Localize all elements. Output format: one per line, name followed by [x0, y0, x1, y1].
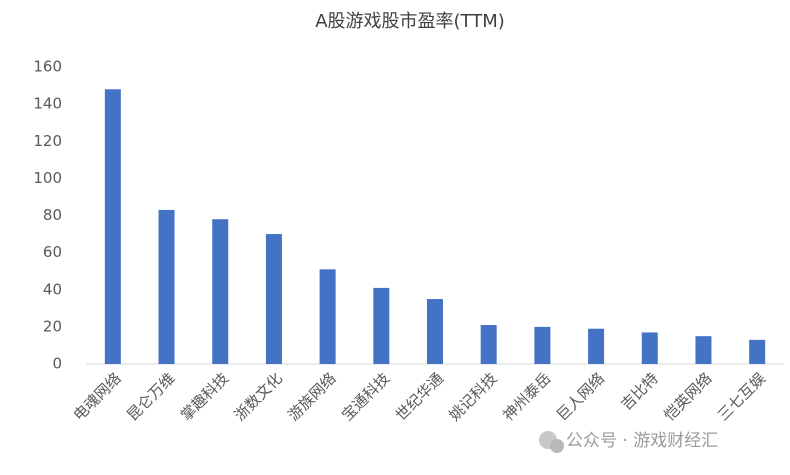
bar	[695, 336, 712, 364]
bar	[534, 326, 551, 364]
x-tick-label: 宝通科技	[338, 369, 393, 424]
y-tick-label: 80	[43, 206, 62, 224]
x-tick-label: 游族网络	[284, 369, 339, 424]
bar	[158, 209, 175, 364]
bar	[104, 89, 121, 365]
y-tick-label: 0	[52, 355, 62, 373]
bar	[749, 339, 766, 364]
y-tick-label: 60	[43, 243, 62, 261]
y-tick-label: 100	[33, 169, 62, 187]
x-tick-label: 浙数文化	[231, 369, 286, 424]
x-tick-label: 巨人网络	[553, 369, 608, 424]
x-tick-label: 电魂网络	[70, 369, 125, 424]
x-tick-label: 神州泰岳	[499, 369, 554, 424]
x-tick-label: 恺英网络	[660, 369, 715, 424]
x-tick-label: 吉比特	[617, 369, 662, 414]
watermark-icon	[539, 431, 564, 453]
y-tick-label: 160	[33, 58, 62, 76]
bar	[373, 287, 390, 364]
bar	[319, 269, 336, 364]
y-tick-label: 120	[33, 132, 62, 150]
y-tick-label: 40	[43, 280, 62, 298]
bar	[480, 325, 497, 364]
chart-title: A股游戏股市盈率(TTM)	[315, 11, 505, 32]
x-tick-label: 三七互娱	[714, 369, 769, 424]
x-tick-label: 昆仑万维	[123, 369, 178, 424]
y-tick-label: 20	[43, 317, 62, 335]
x-tick-label: 姚记科技	[446, 369, 501, 424]
y-tick-label: 140	[33, 95, 62, 113]
x-tick-label: 掌趣科技	[177, 369, 232, 424]
bar	[588, 328, 605, 364]
bar	[265, 234, 282, 364]
bar	[641, 332, 658, 364]
x-tick-label: 世纪华通	[392, 369, 447, 424]
bar	[427, 299, 443, 364]
bar	[212, 219, 229, 364]
watermark: 公众号 · 游戏财经汇	[566, 431, 718, 451]
